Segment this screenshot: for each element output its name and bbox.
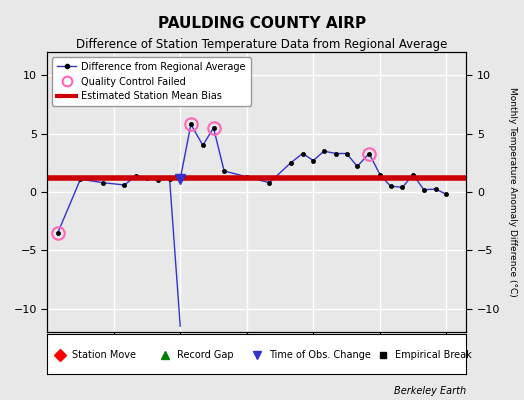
- Text: Time of Obs. Change: Time of Obs. Change: [269, 350, 371, 360]
- Y-axis label: Monthly Temperature Anomaly Difference (°C): Monthly Temperature Anomaly Difference (…: [508, 87, 517, 297]
- Legend: Difference from Regional Average, Quality Control Failed, Estimated Station Mean: Difference from Regional Average, Qualit…: [52, 57, 250, 106]
- Text: Empirical Break: Empirical Break: [395, 350, 472, 360]
- Text: Station Move: Station Move: [72, 350, 136, 360]
- Text: Difference of Station Temperature Data from Regional Average: Difference of Station Temperature Data f…: [77, 38, 447, 51]
- Text: PAULDING COUNTY AIRP: PAULDING COUNTY AIRP: [158, 16, 366, 31]
- Text: Record Gap: Record Gap: [177, 350, 234, 360]
- Text: Berkeley Earth: Berkeley Earth: [394, 386, 466, 396]
